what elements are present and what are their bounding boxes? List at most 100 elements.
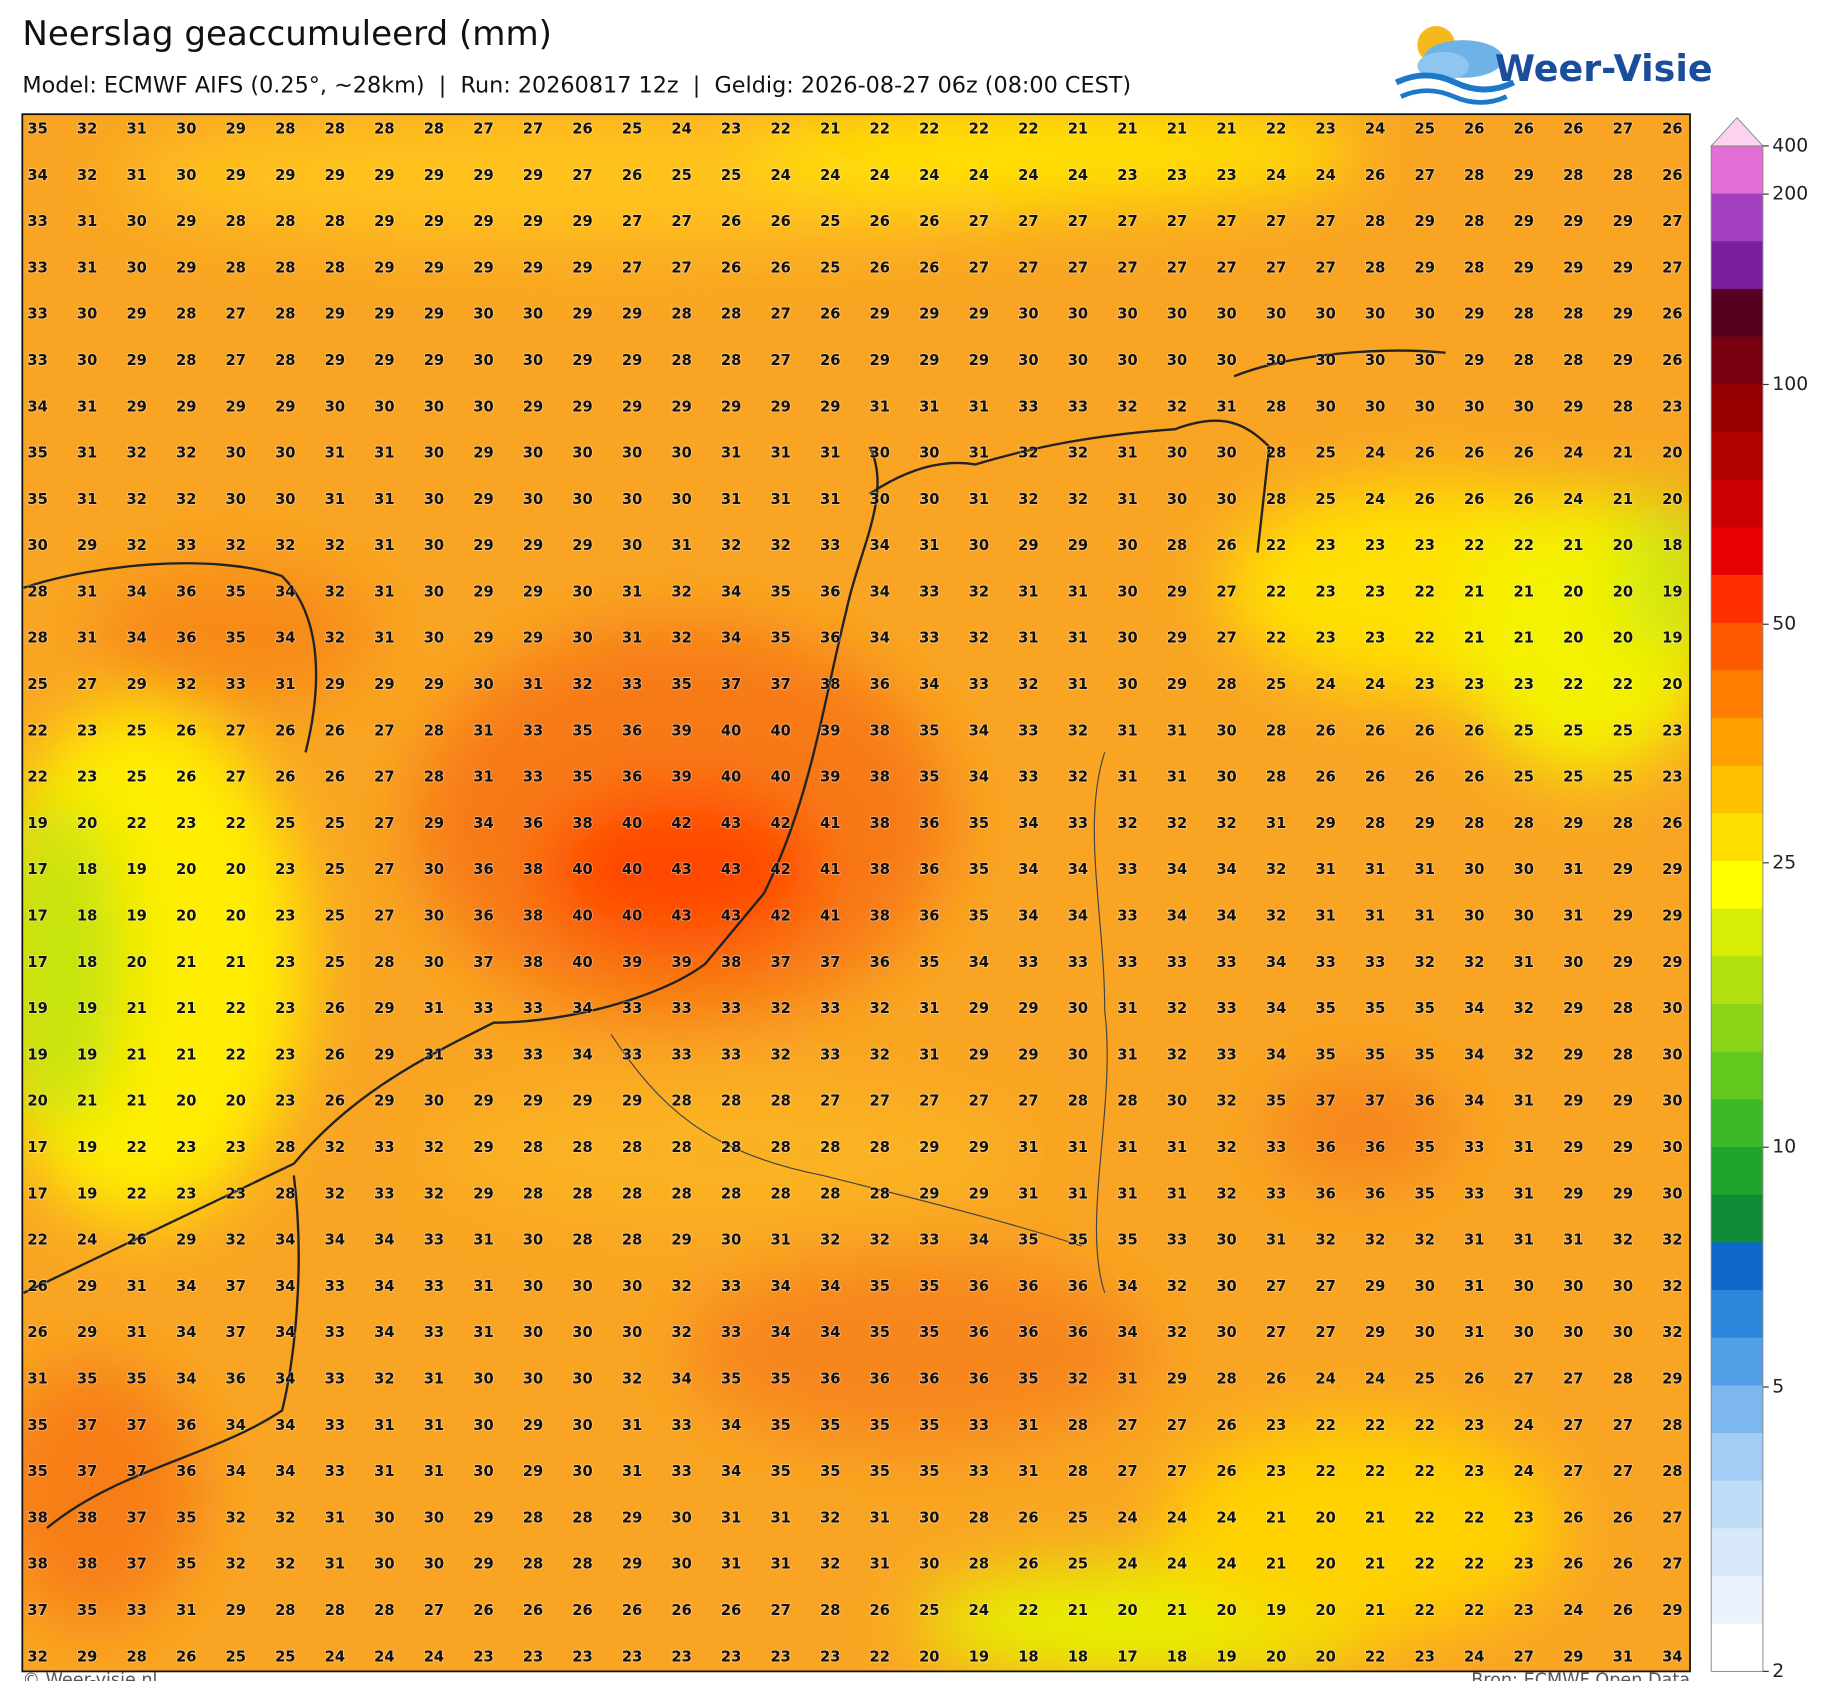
- grid-value: 29: [374, 259, 394, 276]
- grid-value: 18: [1068, 1648, 1088, 1665]
- grid-value: 30: [523, 1324, 543, 1341]
- grid-value: 25: [325, 815, 345, 832]
- grid-value: 33: [1315, 954, 1335, 971]
- grid-value: 33: [325, 1371, 345, 1388]
- grid-value: 33: [374, 1139, 394, 1156]
- grid-value: 26: [1662, 352, 1682, 369]
- grid-value: 34: [1266, 954, 1286, 971]
- grid-value: 30: [1662, 1093, 1682, 1110]
- grid-value: 32: [1068, 445, 1088, 462]
- grid-value: 26: [1365, 769, 1385, 786]
- grid-value: 27: [1216, 213, 1236, 230]
- grid-value: 35: [1018, 1232, 1038, 1249]
- grid-value: 29: [1563, 1093, 1583, 1110]
- grid-value: 23: [1514, 676, 1534, 693]
- colorbar-segment: [1711, 1099, 1763, 1148]
- grid-value: 24: [1563, 445, 1583, 462]
- grid-value: 25: [622, 120, 642, 137]
- grid-value: 34: [919, 676, 939, 693]
- grid-value: 29: [176, 1232, 196, 1249]
- grid-value: 28: [671, 1093, 691, 1110]
- map-frame: [21, 113, 1691, 1673]
- grid-value: 33: [325, 1417, 345, 1434]
- grid-value: 35: [919, 954, 939, 971]
- grid-value: 31: [721, 1509, 741, 1526]
- grid-value: 34: [1464, 1093, 1484, 1110]
- grid-value: 40: [622, 815, 642, 832]
- grid-value: 25: [325, 954, 345, 971]
- grid-value: 29: [1563, 815, 1583, 832]
- grid-value: 31: [1117, 491, 1137, 508]
- grid-value: 18: [1018, 1648, 1038, 1665]
- grid-value: 19: [1266, 1602, 1286, 1619]
- grid-value: 22: [1414, 1509, 1434, 1526]
- grid-value: 29: [473, 1556, 493, 1573]
- grid-value: 21: [1514, 583, 1534, 600]
- grid-value: 28: [1117, 1093, 1137, 1110]
- grid-value: 28: [523, 1509, 543, 1526]
- grid-value: 22: [1266, 120, 1286, 137]
- grid-value: 33: [1266, 1139, 1286, 1156]
- grid-value: 27: [1514, 1648, 1534, 1665]
- grid-value: 29: [523, 213, 543, 230]
- grid-value: 32: [1117, 815, 1137, 832]
- grid-value: 28: [275, 1602, 295, 1619]
- grid-value: 29: [1662, 861, 1682, 878]
- grid-value: 28: [1613, 398, 1633, 415]
- grid-value: 30: [622, 537, 642, 554]
- grid-value: 29: [1018, 537, 1038, 554]
- grid-value: 29: [374, 352, 394, 369]
- grid-value: 28: [1216, 1371, 1236, 1388]
- grid-value: 32: [721, 537, 741, 554]
- grid-value: 22: [919, 120, 939, 137]
- grid-value: 32: [1662, 1324, 1682, 1341]
- grid-value: 20: [176, 861, 196, 878]
- grid-value: 28: [523, 1139, 543, 1156]
- grid-value: 30: [473, 1371, 493, 1388]
- grid-value: 27: [473, 120, 493, 137]
- grid-value: 28: [969, 1556, 989, 1573]
- grid-value: 26: [1563, 1509, 1583, 1526]
- grid-value: 28: [424, 120, 444, 137]
- grid-value: 40: [721, 722, 741, 739]
- grid-value: 33: [523, 1000, 543, 1017]
- grid-value: 28: [325, 1602, 345, 1619]
- grid-value: 26: [1464, 769, 1484, 786]
- grid-value: 21: [1464, 630, 1484, 647]
- grid-value: 31: [473, 1232, 493, 1249]
- grid-value: 26: [870, 213, 890, 230]
- grid-value: 33: [721, 1324, 741, 1341]
- colorbar-segment: [1711, 145, 1763, 195]
- grid-value: 38: [27, 1556, 47, 1573]
- grid-value: 24: [1514, 1417, 1534, 1434]
- grid-value: 20: [176, 908, 196, 925]
- grid-value: 38: [523, 954, 543, 971]
- grid-value: 28: [1216, 676, 1236, 693]
- grid-value: 31: [770, 1556, 790, 1573]
- grid-value: 31: [473, 1278, 493, 1295]
- grid-value: 29: [374, 167, 394, 184]
- grid-value: 34: [374, 1324, 394, 1341]
- grid-value: 28: [1068, 1463, 1088, 1480]
- grid-value: 39: [820, 722, 840, 739]
- grid-value: 27: [1117, 213, 1137, 230]
- grid-value: 29: [770, 398, 790, 415]
- grid-value: 29: [523, 537, 543, 554]
- grid-value: 20: [1613, 630, 1633, 647]
- grid-value: 31: [1117, 722, 1137, 739]
- grid-value: 31: [374, 630, 394, 647]
- grid-value: 22: [226, 815, 246, 832]
- grid-value: 37: [126, 1463, 146, 1480]
- grid-value: 31: [1167, 1185, 1187, 1202]
- grid-value: 24: [1266, 167, 1286, 184]
- colorbar-segment: [1711, 1433, 1763, 1482]
- grid-value: 29: [1662, 1602, 1682, 1619]
- grid-value: 32: [1216, 1185, 1236, 1202]
- grid-value: 29: [969, 1139, 989, 1156]
- grid-value: 21: [1613, 445, 1633, 462]
- colorbar-segment: [1711, 431, 1763, 481]
- grid-value: 31: [1464, 1232, 1484, 1249]
- grid-value: 27: [572, 167, 592, 184]
- grid-value: 27: [1167, 1463, 1187, 1480]
- grid-value: 31: [77, 583, 97, 600]
